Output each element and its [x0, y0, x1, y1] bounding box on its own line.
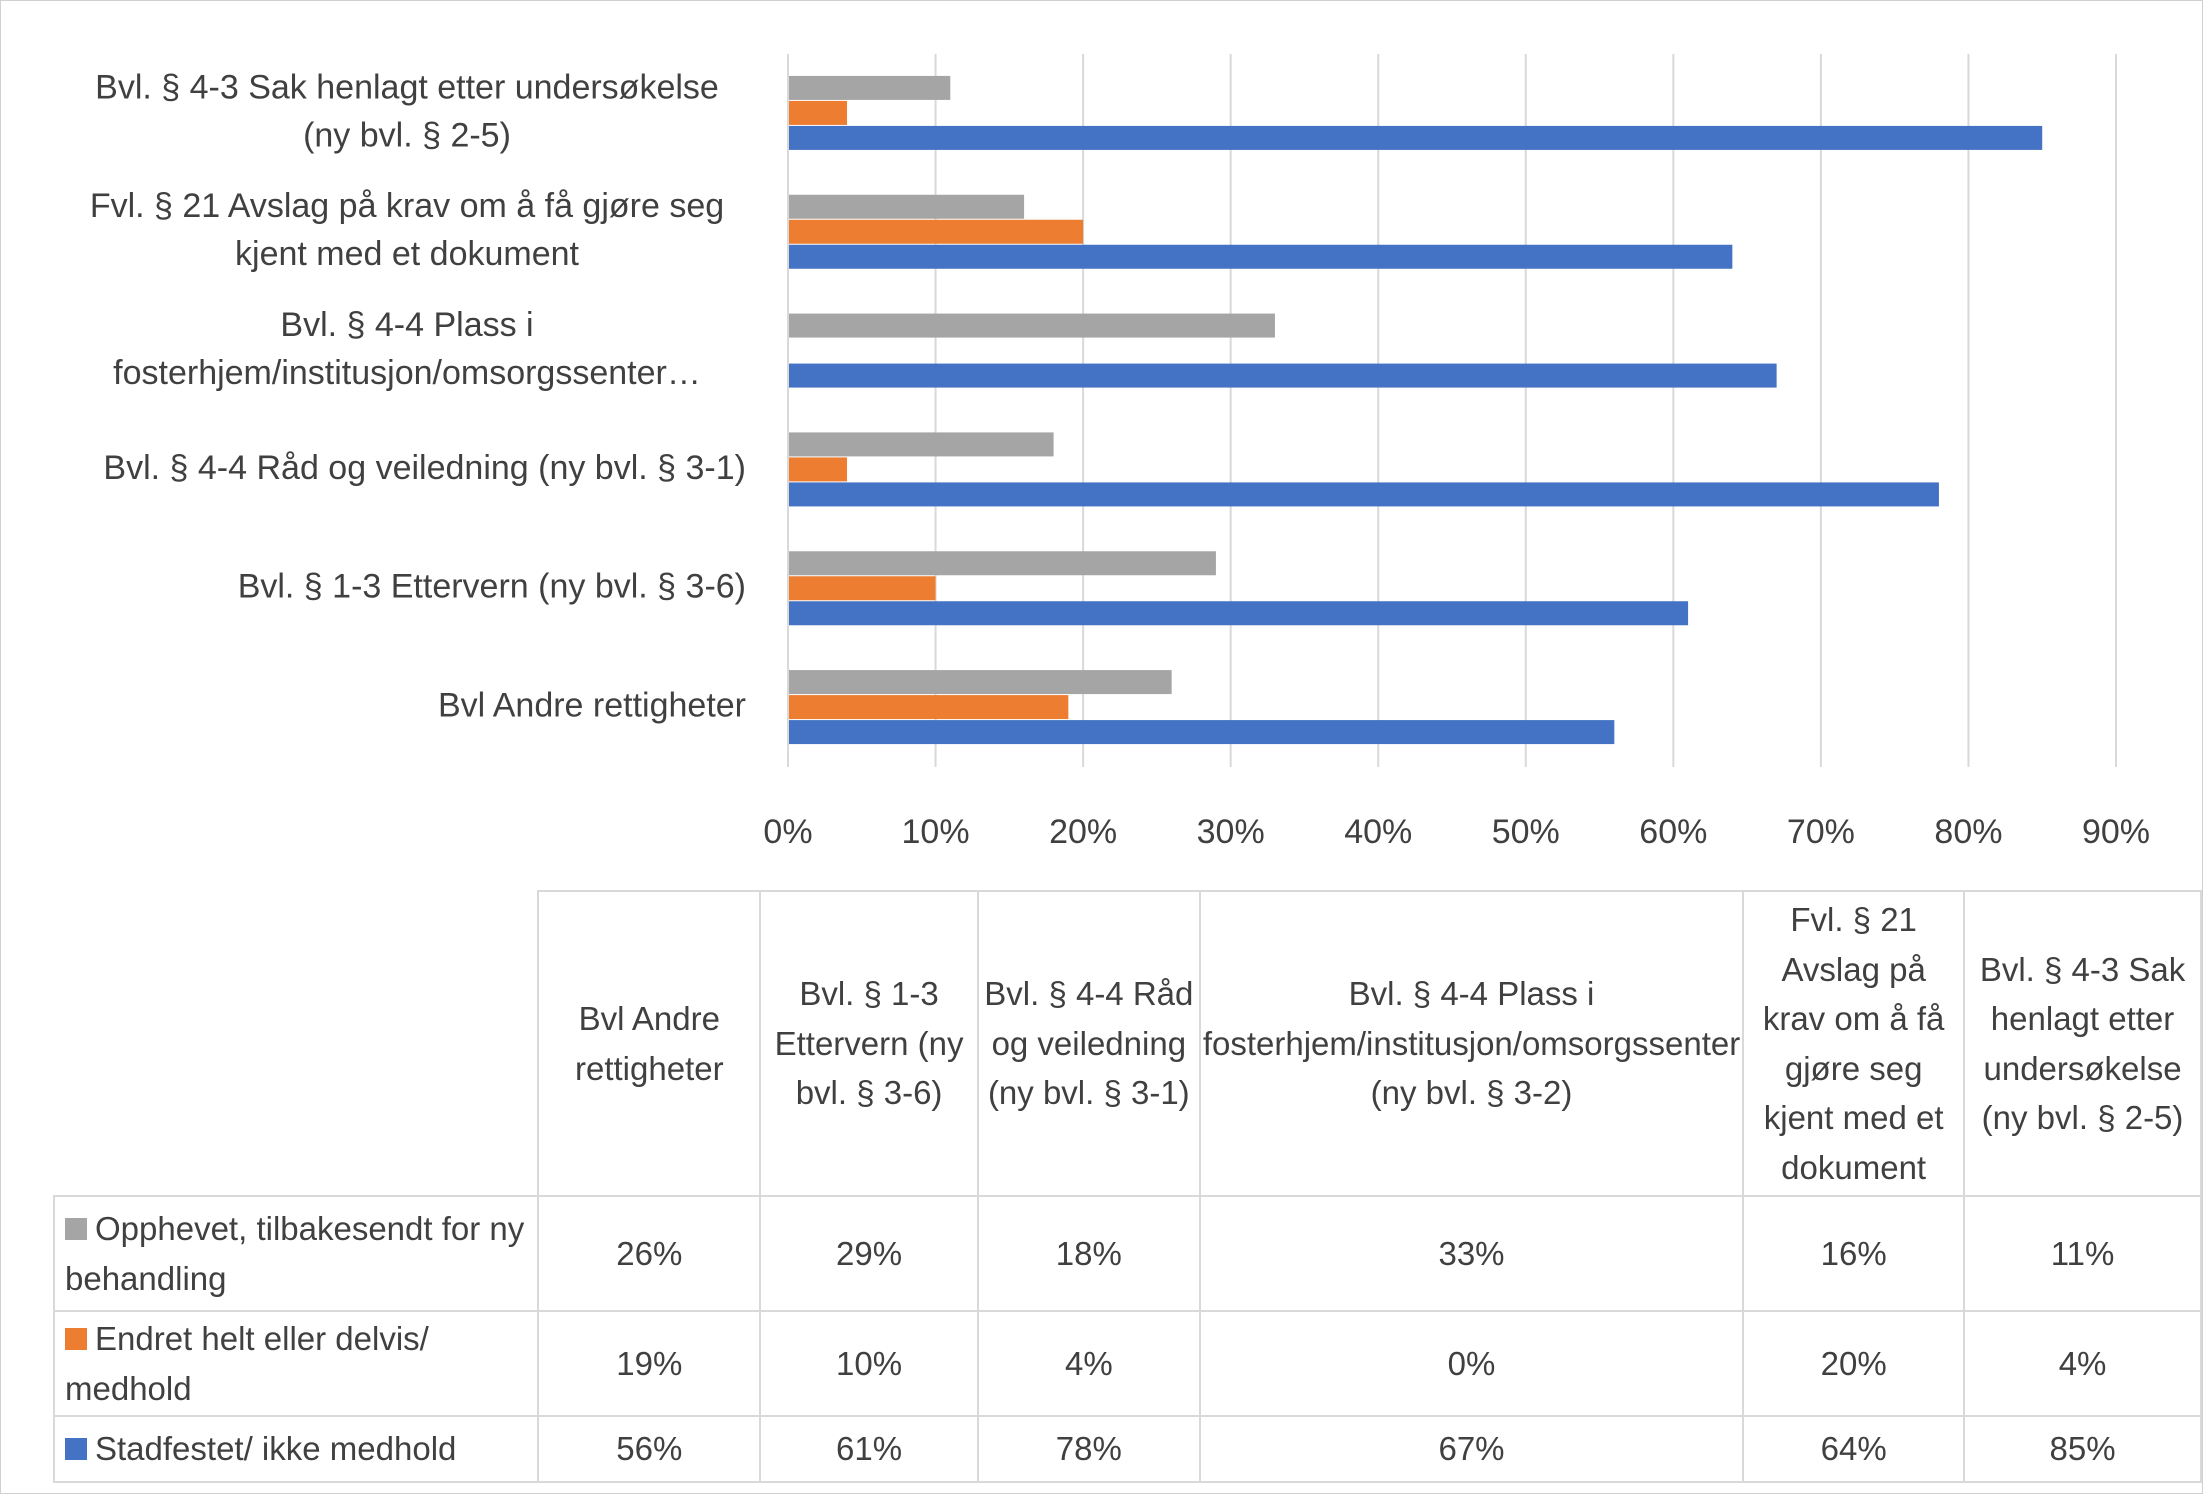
- row-header: Opphevet, tilbakesendt for ny behandling: [52, 1195, 540, 1312]
- y-tick-label: Bvl. § 4-4 Plass i: [280, 306, 533, 344]
- x-tick-label: 10%: [902, 813, 970, 851]
- column-header: Bvl Andre rettigheter: [537, 890, 762, 1197]
- legend-key: [65, 1328, 87, 1350]
- cell: 20%: [1742, 1310, 1966, 1417]
- bar: [788, 720, 1615, 745]
- cell: 61%: [759, 1415, 979, 1483]
- x-tick-label: 80%: [1934, 813, 2002, 851]
- cell: 4%: [976, 1310, 1201, 1417]
- bar: [788, 100, 848, 125]
- bar: [788, 125, 2043, 150]
- cell: 78%: [976, 1415, 1201, 1483]
- header-row: Bvl Andre rettigheter Bvl. § 1-3 Etterver…: [54, 890, 2202, 1197]
- cell: 19%: [537, 1310, 762, 1417]
- bar: [788, 432, 1054, 457]
- x-tick-label: 20%: [1049, 813, 1117, 851]
- x-tick-label: 90%: [2082, 813, 2150, 851]
- plot: 0% 10% 20% 30% 40% 50% 60% 70% 80% 90% Bvl Andre r…: [90, 54, 2150, 851]
- bar: [788, 695, 1069, 720]
- legend-label: Stadfestet/ ikke medhold: [95, 1430, 457, 1468]
- legend-key: [65, 1218, 87, 1240]
- bar: [788, 601, 1689, 626]
- cell: 0%: [1198, 1310, 1745, 1417]
- bar: [788, 244, 1733, 269]
- column-header: Bvl. § 4-4 Plass i fosterhjem/institusjo…: [1198, 890, 1745, 1197]
- corner: [54, 891, 538, 1196]
- cell: 85%: [1963, 1415, 2202, 1483]
- bar: [788, 551, 1216, 576]
- data-row: Opphevet, tilbakesendt for ny behandling…: [52, 1195, 2202, 1312]
- y-tick-label: Fvl. § 21 Avslag på krav om å få gjøre s…: [90, 187, 724, 225]
- x-tick-label: 40%: [1344, 813, 1412, 851]
- cell: 26%: [537, 1195, 762, 1312]
- y-tick-label: fosterhjem/institusjon/omsorgssenter…: [113, 354, 701, 392]
- bar: [788, 670, 1172, 695]
- row-header: Stadfestet/ ikke medhold: [52, 1415, 540, 1483]
- y-tick-label: Bvl Andre rettigheter: [438, 687, 746, 725]
- x-tick-label: 60%: [1639, 813, 1707, 851]
- bar: [788, 194, 1025, 219]
- bar: [788, 313, 1275, 338]
- row-header: Endret helt eller delvis/ medhold: [52, 1310, 540, 1417]
- cell: 29%: [759, 1195, 979, 1312]
- bar: [788, 75, 951, 100]
- cell: 16%: [1742, 1195, 1966, 1312]
- cell: 56%: [537, 1415, 762, 1483]
- bar: [788, 363, 1777, 388]
- cell: 11%: [1963, 1195, 2202, 1312]
- bar: [788, 219, 1084, 244]
- legend-label: Endret helt eller delvis/ medhold: [65, 1320, 429, 1407]
- data-row: Endret helt eller delvis/ medhold 19% 10% 4…: [52, 1310, 2202, 1417]
- data-row: Stadfestet/ ikke medhold 56% 61% 78% 67% 64% 8…: [52, 1415, 2202, 1483]
- cell: 33%: [1198, 1195, 1745, 1312]
- x-tick-label: 30%: [1197, 813, 1265, 851]
- y-tick-label: (ny bvl. § 2-5): [303, 116, 511, 154]
- bar: [788, 482, 1939, 507]
- x-tick-label: 50%: [1492, 813, 1560, 851]
- cell: 64%: [1742, 1415, 1966, 1483]
- cell: 4%: [1963, 1310, 2202, 1417]
- column-header: Fvl. § 21 Avslag på krav om å få gjøre s…: [1742, 890, 1966, 1197]
- column-header: Bvl. § 1-3 Ettervern (ny bvl. § 3-6): [759, 890, 979, 1197]
- y-tick-label: Bvl. § 4-4 Råd og veiledning (ny bvl. § …: [103, 449, 746, 487]
- column-header: Bvl. § 4-4 Råd og veiledning (ny bvl. § …: [976, 890, 1201, 1197]
- legend-key: [65, 1438, 87, 1461]
- y-tick-label: Bvl. § 1-3 Ettervern (ny bvl. § 3-6): [238, 568, 746, 606]
- x-tick-label: 70%: [1787, 813, 1855, 851]
- column-header: Bvl. § 4-3 Sak henlagt etter undersøkels…: [1963, 890, 2202, 1197]
- y-tick-label: kjent med et dokument: [235, 235, 580, 273]
- x-tick-label: 0%: [763, 813, 812, 851]
- cell: 10%: [759, 1310, 979, 1417]
- cell: 67%: [1198, 1415, 1745, 1483]
- legend-label: Opphevet, tilbakesendt for ny behandling: [65, 1210, 525, 1297]
- cell: 18%: [976, 1195, 1201, 1312]
- bar: [788, 457, 848, 482]
- data-table: Bvl Andre rettigheter Bvl. § 1-3 Etterver…: [52, 890, 2202, 1483]
- y-tick-label: Bvl. § 4-3 Sak henlagt etter undersøkels…: [95, 68, 719, 106]
- bar: [788, 576, 936, 601]
